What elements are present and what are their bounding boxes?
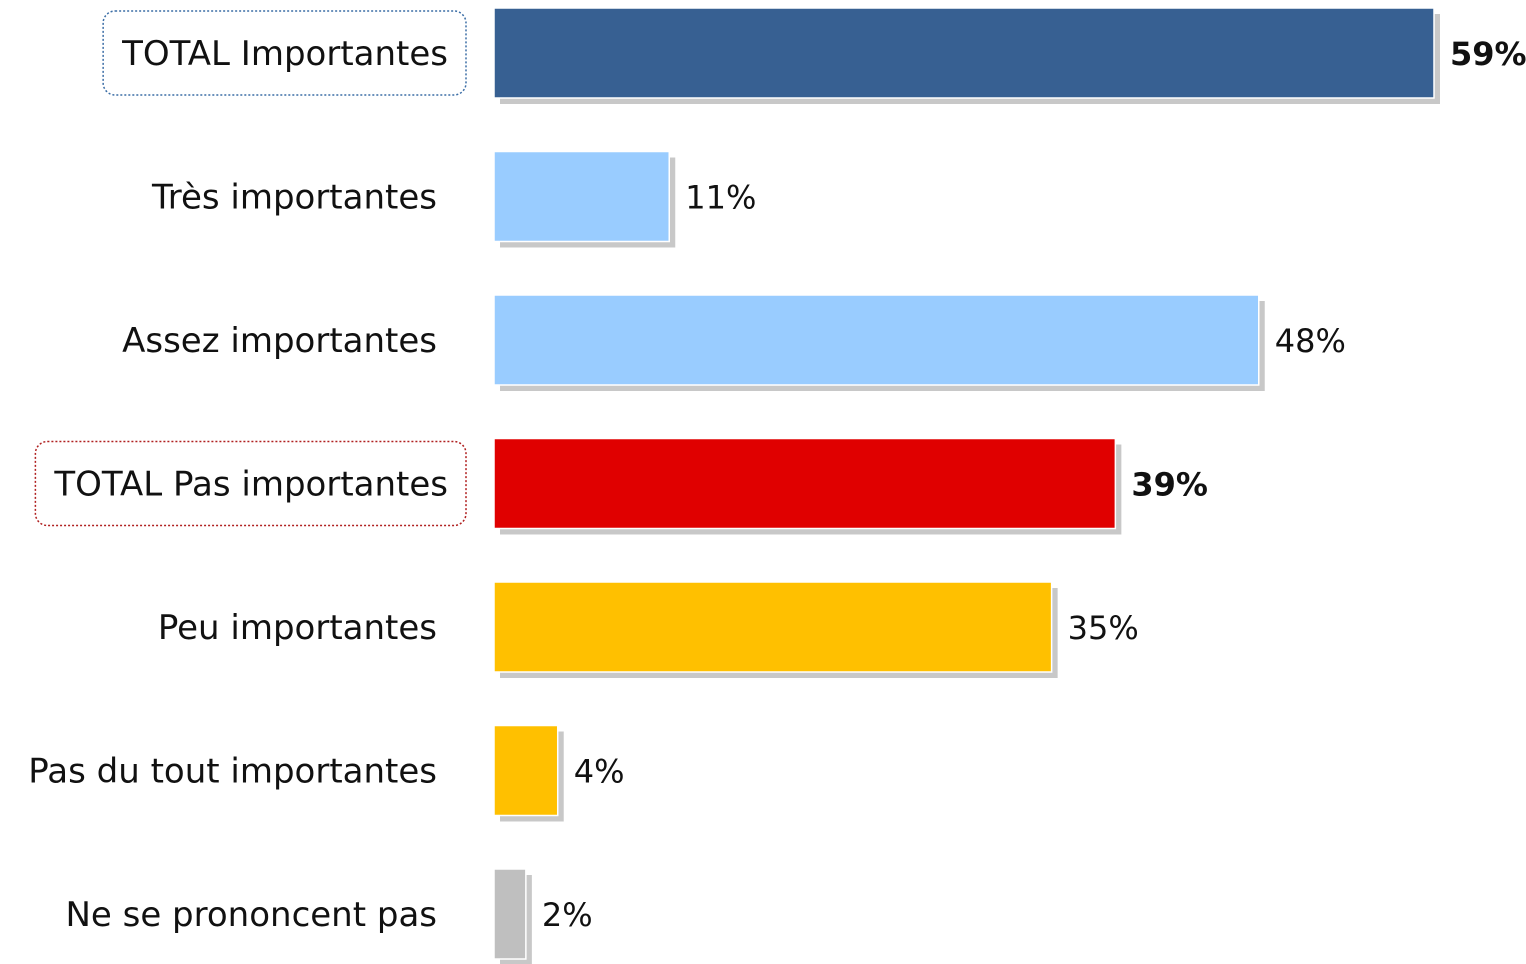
value-label: 11% [685, 179, 756, 217]
category-label: Assez importantes [122, 321, 437, 361]
value-label: 35% [1068, 609, 1139, 647]
bar-6 [493, 868, 527, 960]
category-label: Ne se prononcent pas [65, 895, 437, 935]
category-label: TOTAL Importantes [121, 34, 448, 74]
category-label: Peu importantes [158, 608, 437, 648]
category-label: Très importantes [151, 178, 437, 218]
category-highlight-box [102, 10, 467, 96]
value-label: 59% [1450, 35, 1526, 73]
value-label: 4% [574, 753, 625, 791]
bar-5 [493, 724, 559, 817]
category-label: Pas du tout importantes [28, 752, 437, 792]
bar-2 [493, 294, 1260, 386]
bar-0 [493, 7, 1435, 99]
value-label: 2% [542, 896, 593, 934]
bar-4 [493, 581, 1053, 673]
bar-3 [493, 437, 1117, 530]
value-label: 48% [1275, 322, 1346, 360]
value-label: 39% [1131, 466, 1208, 504]
category-label: TOTAL Pas importantes [53, 465, 448, 505]
bar-1 [493, 150, 671, 243]
